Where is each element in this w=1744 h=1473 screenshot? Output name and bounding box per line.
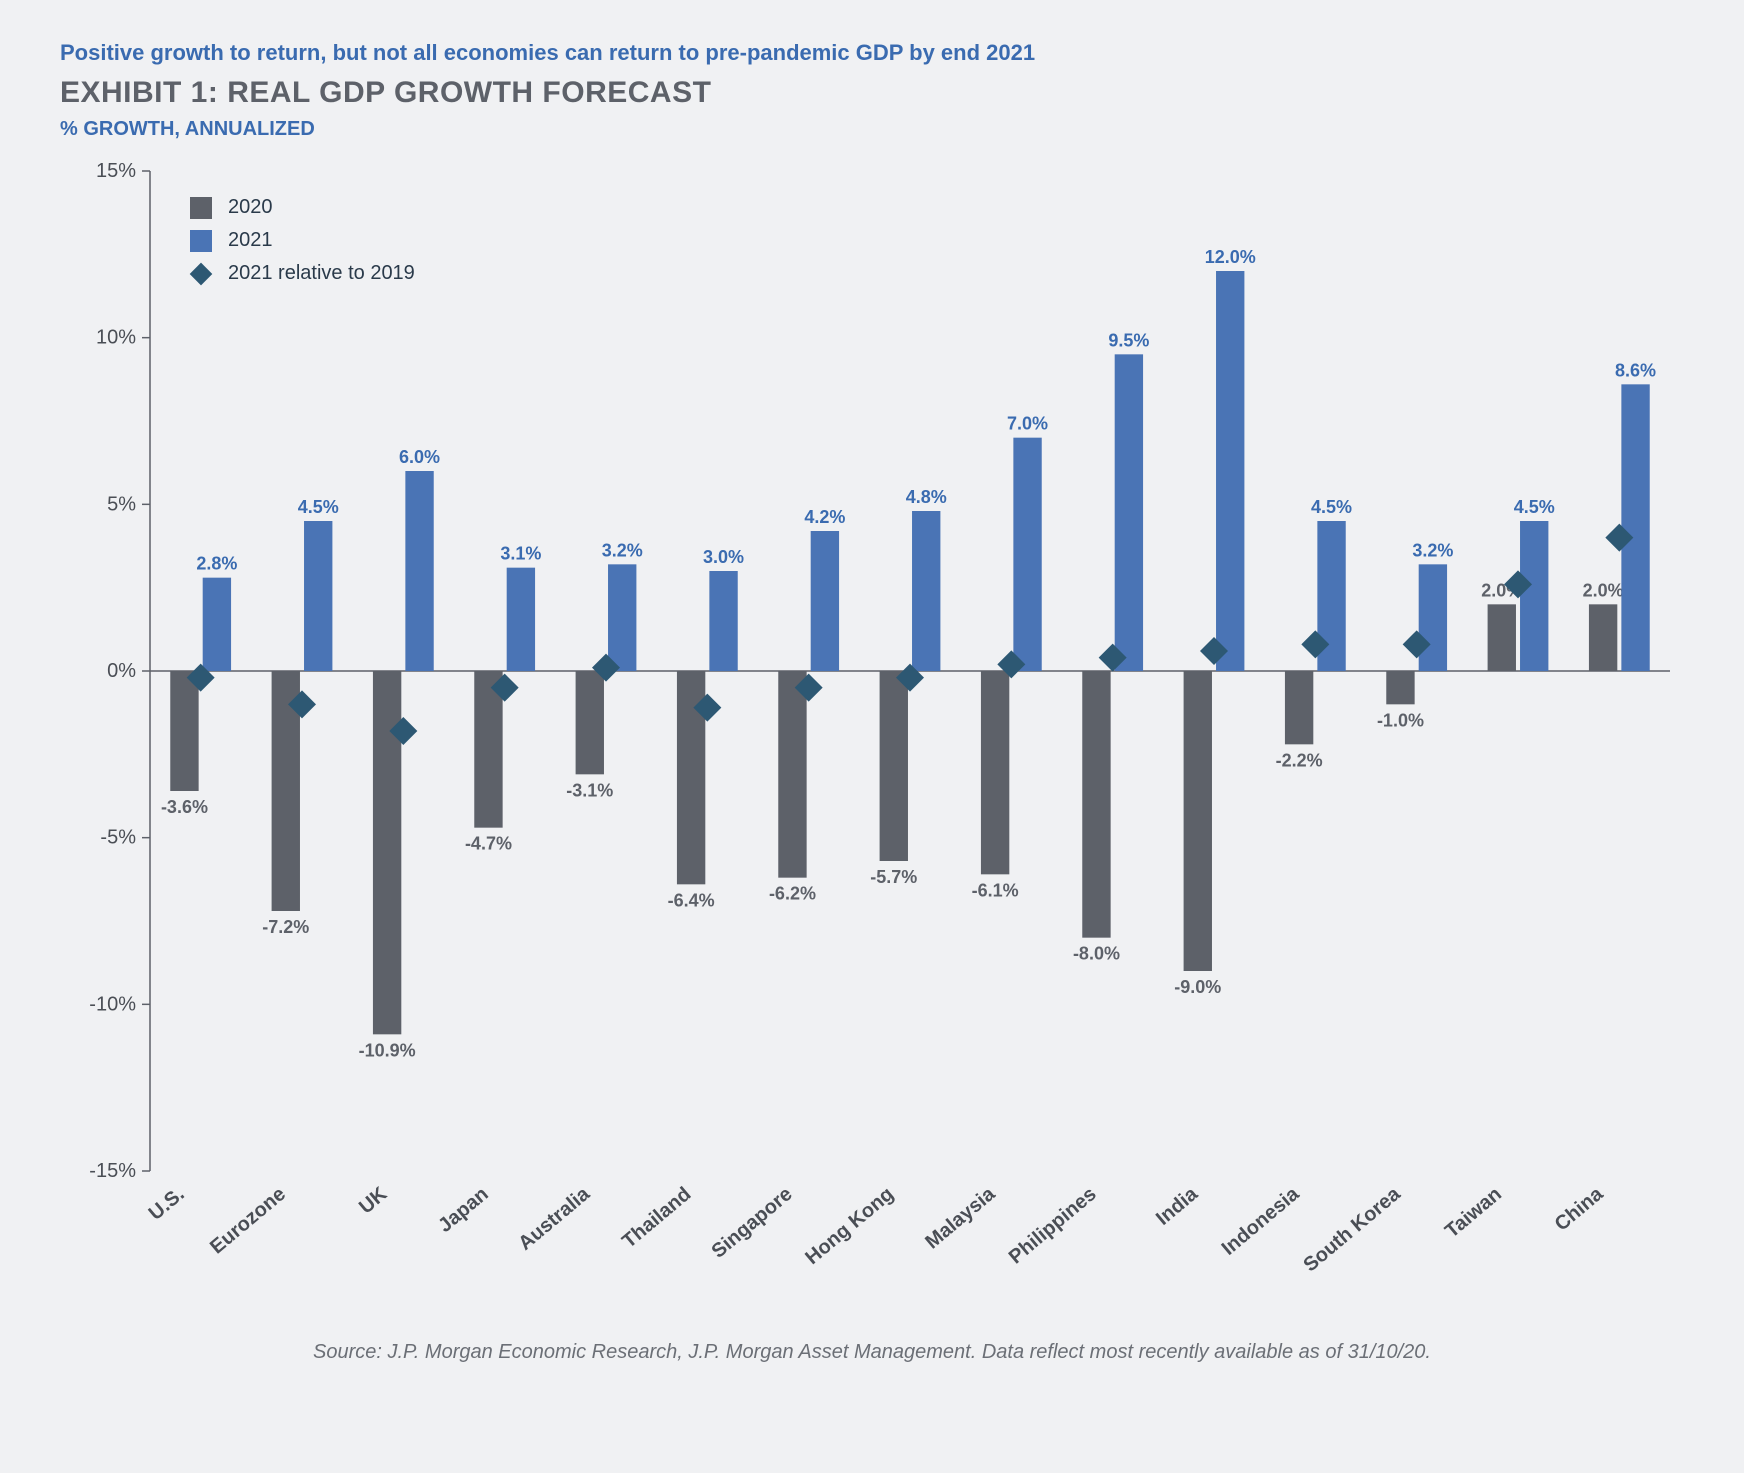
bar-2020 <box>1082 671 1110 938</box>
value-label-2021: 3.1% <box>500 544 541 564</box>
bar-2021 <box>912 511 940 671</box>
bar-2021 <box>1419 564 1447 671</box>
y-tick-label: -15% <box>89 1160 136 1182</box>
legend-item: 2020 <box>190 196 415 219</box>
y-tick-label: 15% <box>96 161 136 182</box>
bar-2021 <box>507 568 535 671</box>
bar-2020 <box>880 671 908 861</box>
bar-2020 <box>1184 671 1212 971</box>
value-label-2020: -7.2% <box>262 917 309 937</box>
value-label-2021: 8.6% <box>1615 360 1656 380</box>
category-label: Indonesia <box>1218 1182 1304 1259</box>
bar-2020 <box>1285 671 1313 744</box>
y-tick-label: 5% <box>107 493 136 515</box>
source-footnote: Source: J.P. Morgan Economic Research, J… <box>60 1341 1684 1364</box>
header-subtitle: Positive growth to return, but not all e… <box>60 40 1684 66</box>
legend-item: 2021 relative to 2019 <box>190 262 415 285</box>
chart-legend: 2020 2021 2021 relative to 2019 <box>190 196 415 295</box>
category-label: Japan <box>434 1183 492 1237</box>
category-label: Malaysia <box>921 1182 1000 1253</box>
legend-label: 2020 <box>228 196 273 219</box>
value-label-2020: -5.7% <box>870 867 917 887</box>
category-label: South Korea <box>1299 1182 1405 1276</box>
value-label-2021: 3.2% <box>602 540 643 560</box>
value-label-2020: -9.0% <box>1174 977 1221 997</box>
value-label-2020: -10.9% <box>359 1040 416 1060</box>
value-label-2020: -6.2% <box>769 884 816 904</box>
category-label: Hong Kong <box>801 1183 898 1269</box>
value-label-2020: -8.0% <box>1073 944 1120 964</box>
bar-2020 <box>170 671 198 791</box>
bar-2021 <box>1621 384 1649 671</box>
bar-2021 <box>304 521 332 671</box>
category-label: Australia <box>514 1182 594 1254</box>
bar-2020 <box>576 671 604 774</box>
bar-2021 <box>1520 521 1548 671</box>
chart-svg: -15% -10% -5% 0% 5% 10% 15% U.S. -3.6% 2.8% Eurozo… <box>60 161 1680 1311</box>
bar-2020 <box>1386 671 1414 704</box>
bar-2020 <box>981 671 1009 874</box>
header-metric: % GROWTH, ANNUALIZED <box>60 118 1684 141</box>
bar-2021 <box>608 564 636 671</box>
value-label-2021: 2.8% <box>196 554 237 574</box>
category-label: Taiwan <box>1441 1183 1506 1242</box>
header-title: EXHIBIT 1: REAL GDP GROWTH FORECAST <box>60 76 1684 110</box>
bar-2020 <box>1589 604 1617 671</box>
value-label-2020: 2.0% <box>1583 580 1624 600</box>
bar-2021 <box>1013 438 1041 671</box>
legend-swatch <box>190 230 212 252</box>
value-label-2020: -3.6% <box>161 797 208 817</box>
value-label-2020: -1.0% <box>1377 710 1424 730</box>
category-label: Thailand <box>618 1183 695 1253</box>
category-label: U.S. <box>145 1183 189 1225</box>
y-tick-label: -5% <box>100 827 136 849</box>
value-label-2020: -6.4% <box>668 890 715 910</box>
legend-swatch <box>190 197 212 219</box>
category-label: China <box>1551 1182 1608 1235</box>
category-label: Singapore <box>708 1183 797 1263</box>
value-label-2021: 4.2% <box>804 507 845 527</box>
legend-label: 2021 relative to 2019 <box>228 262 415 285</box>
value-label-2021: 12.0% <box>1205 247 1256 267</box>
y-tick-label: -10% <box>89 993 136 1015</box>
value-label-2021: 3.0% <box>703 547 744 567</box>
legend-item: 2021 <box>190 229 415 252</box>
bar-2020 <box>1488 604 1516 671</box>
y-tick-label: 10% <box>96 327 136 349</box>
chart-header: Positive growth to return, but not all e… <box>60 40 1684 141</box>
bar-2021 <box>811 531 839 671</box>
value-label-2020: -2.2% <box>1276 750 1323 770</box>
value-label-2021: 7.0% <box>1007 414 1048 434</box>
category-label: UK <box>355 1183 392 1219</box>
value-label-2021: 4.8% <box>906 487 947 507</box>
value-label-2021: 6.0% <box>399 447 440 467</box>
value-label-2021: 4.5% <box>1514 497 1555 517</box>
value-label-2020: -4.7% <box>465 834 512 854</box>
value-label-2021: 9.5% <box>1108 330 1149 350</box>
bar-2021 <box>405 471 433 671</box>
bar-2021 <box>203 578 231 671</box>
category-label: India <box>1152 1182 1203 1229</box>
value-label-2020: -6.1% <box>972 880 1019 900</box>
value-label-2020: -3.1% <box>566 780 613 800</box>
chart-area: -15% -10% -5% 0% 5% 10% 15% U.S. -3.6% 2.8% Eurozo… <box>60 161 1680 1311</box>
bar-2021 <box>1216 271 1244 671</box>
bar-2021 <box>1115 354 1143 671</box>
value-label-2021: 3.2% <box>1412 540 1453 560</box>
legend-label: 2021 <box>228 229 273 252</box>
category-label: Eurozone <box>206 1183 290 1258</box>
bar-2021 <box>709 571 737 671</box>
y-tick-label: 0% <box>107 660 136 682</box>
bar-2020 <box>778 671 806 878</box>
category-label: Philippines <box>1005 1183 1101 1268</box>
value-label-2021: 4.5% <box>298 497 339 517</box>
value-label-2021: 4.5% <box>1311 497 1352 517</box>
legend-diamond-icon <box>190 263 212 285</box>
